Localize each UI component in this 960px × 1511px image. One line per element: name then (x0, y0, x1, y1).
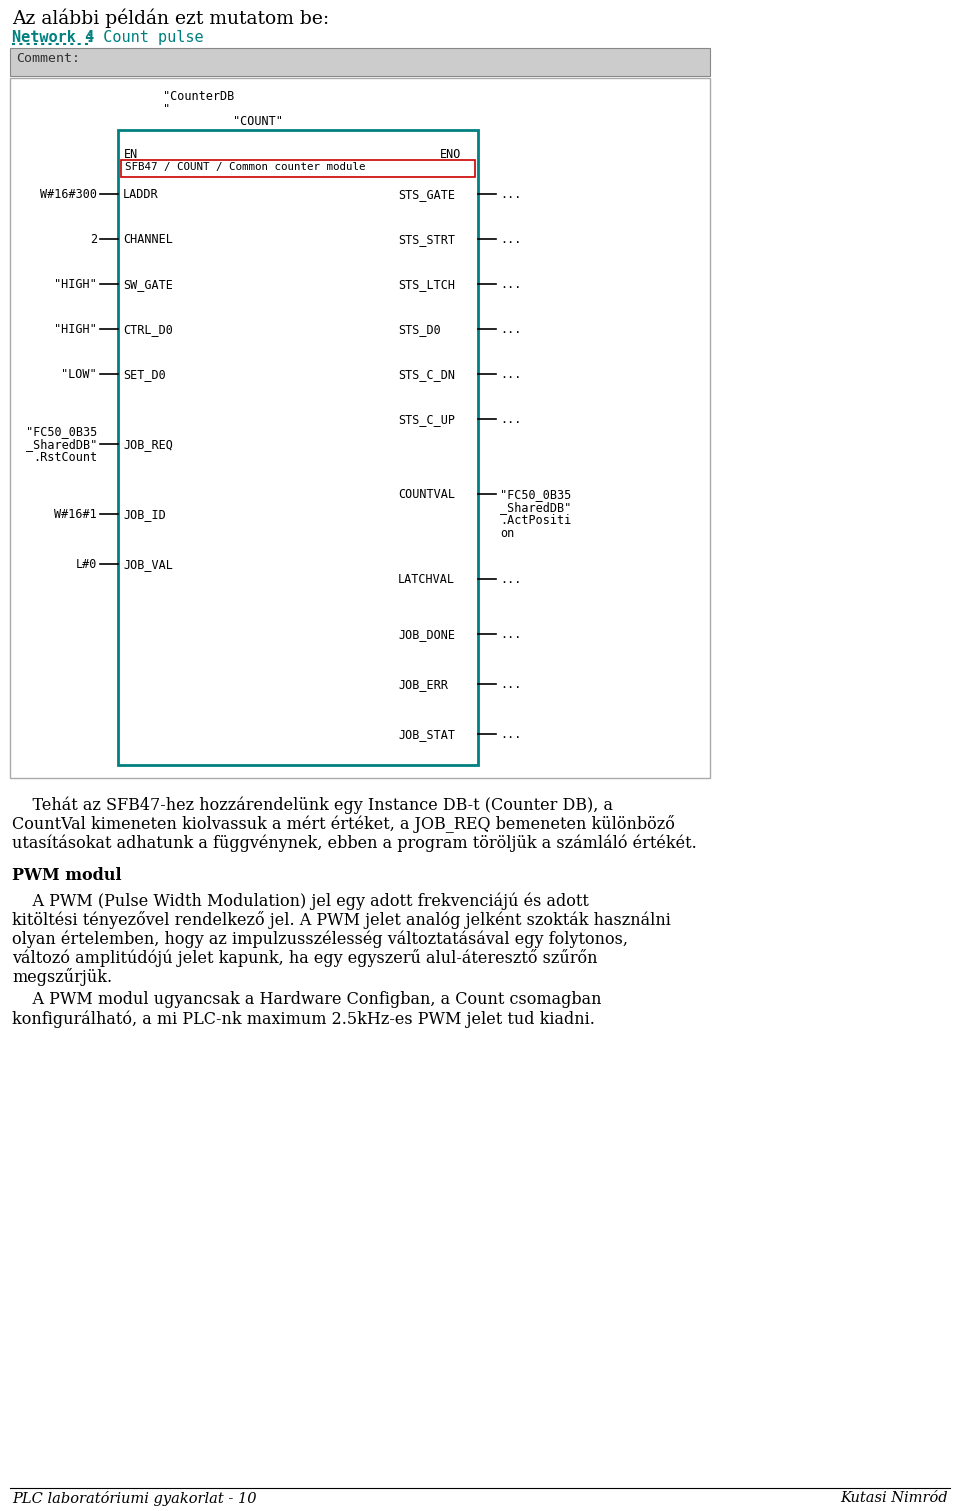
Text: ...: ... (500, 323, 521, 335)
Text: ...: ... (500, 728, 521, 740)
Text: STS_STRT: STS_STRT (398, 233, 455, 246)
Text: W#16#300: W#16#300 (40, 187, 97, 201)
Text: JOB_VAL: JOB_VAL (123, 558, 173, 571)
Text: Kutasi Nimród: Kutasi Nimród (840, 1491, 948, 1505)
Text: kitöltési tényezővel rendelkező jel. A PWM jelet analóg jelként szokták használn: kitöltési tényezővel rendelkező jel. A P… (12, 911, 671, 929)
Text: CountVal kimeneten kiolvassuk a mért értéket, a JOB_REQ bemeneten különböző: CountVal kimeneten kiolvassuk a mért ért… (12, 814, 675, 833)
Bar (118, 130, 478, 765)
Text: "LOW": "LOW" (61, 369, 97, 381)
Text: ...: ... (500, 187, 521, 201)
Text: ...: ... (500, 573, 521, 586)
Text: ...: ... (500, 678, 521, 691)
Text: "HIGH": "HIGH" (55, 278, 97, 292)
Text: STS_C_UP: STS_C_UP (398, 413, 455, 426)
Text: "FC50_0B35: "FC50_0B35 (500, 488, 571, 502)
Text: .RstCount: .RstCount (33, 450, 97, 464)
Text: "HIGH": "HIGH" (55, 323, 97, 335)
Text: ": " (163, 103, 170, 116)
Text: _SharedDB": _SharedDB" (500, 502, 571, 514)
Text: SET_D0: SET_D0 (123, 369, 166, 381)
Text: ...: ... (500, 233, 521, 246)
Text: ...: ... (500, 413, 521, 426)
Bar (10, 79, 710, 778)
Text: _SharedDB": _SharedDB" (26, 438, 97, 450)
Text: W#16#1: W#16#1 (55, 508, 97, 521)
Text: JOB_DONE: JOB_DONE (398, 629, 455, 641)
Text: SW_GATE: SW_GATE (123, 278, 173, 292)
Text: Network 4: Network 4 (12, 30, 94, 45)
Text: EN: EN (124, 148, 138, 162)
Text: on: on (500, 527, 515, 539)
Text: megszűrjük.: megszűrjük. (12, 969, 112, 987)
Text: ...: ... (500, 369, 521, 381)
Text: STS_LTCH: STS_LTCH (398, 278, 455, 292)
Text: A PWM (Pulse Width Modulation) jel egy adott frekvenciájú és adott: A PWM (Pulse Width Modulation) jel egy a… (12, 891, 588, 910)
Text: JOB_ID: JOB_ID (123, 508, 166, 521)
Text: : Count pulse: : Count pulse (85, 30, 204, 45)
Text: LATCHVAL: LATCHVAL (398, 573, 455, 586)
Text: STS_C_DN: STS_C_DN (398, 369, 455, 381)
Text: ...: ... (500, 278, 521, 292)
Text: L#0: L#0 (76, 558, 97, 571)
Text: JOB_STAT: JOB_STAT (398, 728, 455, 740)
Text: CHANNEL: CHANNEL (123, 233, 173, 246)
Text: 2: 2 (90, 233, 97, 246)
Text: Az alábbi példán ezt mutatom be:: Az alábbi példán ezt mutatom be: (12, 8, 329, 27)
Text: A PWM modul ugyancsak a Hardware Configban, a Count csomagban: A PWM modul ugyancsak a Hardware Configb… (12, 991, 602, 1008)
Text: LADDR: LADDR (123, 187, 158, 201)
Text: PLC laboratóriumi gyakorlat - 10: PLC laboratóriumi gyakorlat - 10 (12, 1491, 256, 1506)
Text: "CounterDB: "CounterDB (163, 91, 234, 103)
Text: JOB_ERR: JOB_ERR (398, 678, 448, 691)
Bar (121, 160, 475, 177)
Text: .ActPositi: .ActPositi (500, 514, 571, 527)
Text: olyan értelemben, hogy az impulzusszélesség változtatásával egy folytonos,: olyan értelemben, hogy az impulzusszéles… (12, 929, 628, 947)
Text: utasításokat adhatunk a függvénynek, ebben a program töröljük a számláló értékét: utasításokat adhatunk a függvénynek, ebb… (12, 834, 697, 852)
Text: "COUNT": "COUNT" (233, 115, 283, 128)
Bar (10, 48, 710, 76)
Text: JOB_REQ: JOB_REQ (123, 438, 173, 450)
Text: ENO: ENO (440, 148, 462, 162)
Text: STS_D0: STS_D0 (398, 323, 441, 335)
Text: Tehát az SFB47-hez hozzárendelünk egy Instance DB-t (Counter DB), a: Tehát az SFB47-hez hozzárendelünk egy In… (12, 796, 613, 813)
Text: COUNTVAL: COUNTVAL (398, 488, 455, 502)
Text: ...: ... (500, 629, 521, 641)
Text: PWM modul: PWM modul (12, 867, 122, 884)
Text: konfigurálható, a mi PLC-nk maximum 2.5kHz-es PWM jelet tud kiadni.: konfigurálható, a mi PLC-nk maximum 2.5k… (12, 1009, 595, 1027)
Text: változó amplitúdójú jelet kapunk, ha egy egyszerű alul-áteresztő szűrőn: változó amplitúdójú jelet kapunk, ha egy… (12, 949, 597, 967)
Text: STS_GATE: STS_GATE (398, 187, 455, 201)
Text: "FC50_0B35: "FC50_0B35 (26, 425, 97, 438)
Text: Comment:: Comment: (16, 51, 80, 65)
Text: CTRL_D0: CTRL_D0 (123, 323, 173, 335)
Text: SFB47 / COUNT / Common counter module: SFB47 / COUNT / Common counter module (125, 162, 366, 172)
